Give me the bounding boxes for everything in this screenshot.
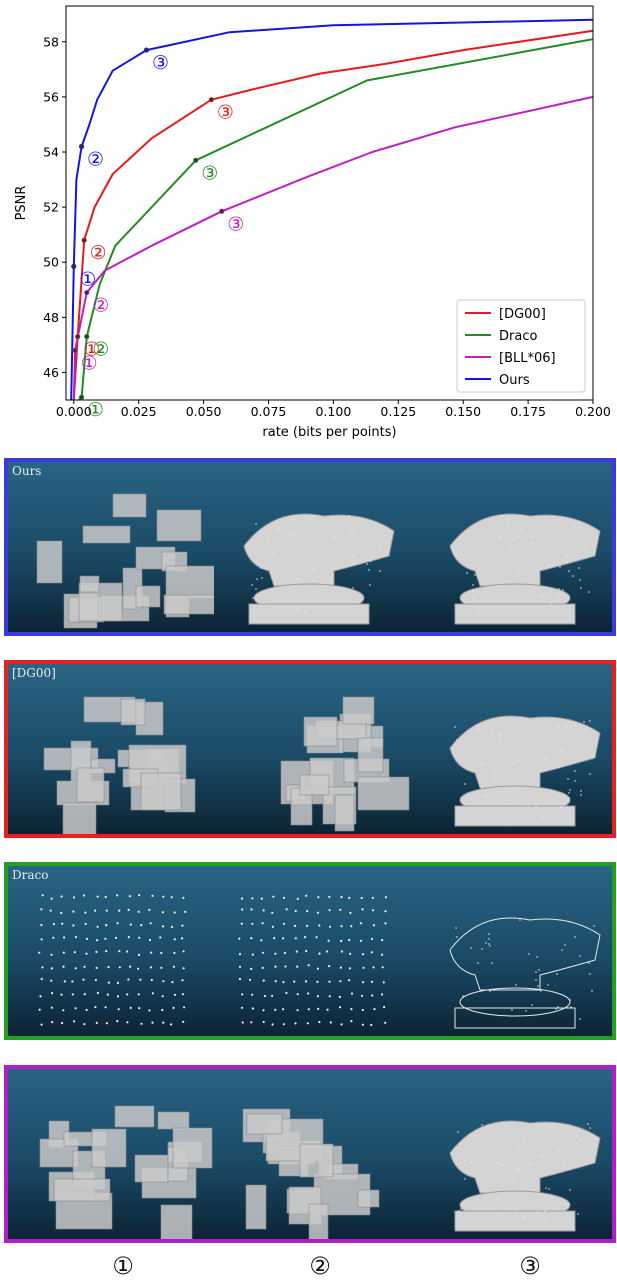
data-point-1-0	[78, 394, 85, 400]
marker-label-2-0: ①	[81, 352, 98, 374]
column-label-2: ②	[309, 1252, 331, 1280]
x-tick-label-8: 0.200	[575, 404, 611, 419]
data-point-3-0	[71, 263, 77, 269]
marker-label-3-0: ①	[79, 268, 96, 290]
column-label-1: ①	[112, 1252, 134, 1280]
x-tick-label-4: 0.100	[315, 404, 351, 419]
reconstruction-image-1	[14, 1083, 214, 1239]
marker-label-0-1: ②	[90, 242, 107, 264]
panel-1: Ours	[4, 458, 616, 636]
reconstruction-image-2	[214, 678, 414, 834]
data-point-0-1	[81, 237, 87, 243]
y-tick-label-4: 54	[43, 145, 59, 160]
y-tick-label-2: 50	[43, 255, 59, 270]
x-tick-label-6: 0.150	[445, 404, 481, 419]
y-axis-label: PSNR	[14, 186, 29, 221]
series-line-1	[78, 38, 594, 401]
reconstruction-image-3	[420, 1083, 612, 1239]
reconstruction-image-3	[420, 880, 612, 1036]
column-label-3: ③	[519, 1252, 541, 1280]
reconstruction-image-1	[14, 678, 214, 834]
y-tick-label-0: 46	[43, 365, 59, 380]
data-point-1-2	[193, 157, 199, 163]
reconstruction-image-2	[214, 880, 414, 1036]
data-point-2-0	[72, 347, 78, 354]
data-point-3-1	[78, 143, 85, 150]
marker-label-0-2: ③	[217, 102, 234, 124]
legend-box	[456, 299, 586, 393]
plot-frame	[65, 5, 594, 401]
y-tick-label-1: 48	[43, 310, 59, 325]
x-axis-label: rate (bits per points)	[262, 425, 396, 440]
data-point-1-1	[84, 334, 90, 340]
marker-label-0-0: ①	[83, 339, 100, 361]
marker-label-3-1: ②	[87, 149, 104, 171]
series-line-3	[70, 18, 594, 401]
x-tick-label-3: 0.075	[251, 404, 287, 419]
data-point-3-2	[143, 47, 150, 53]
reconstruction-image-2	[214, 476, 414, 632]
panel-label: Draco	[12, 868, 49, 882]
data-point-0-0	[75, 334, 81, 340]
y-tick-label-3: 52	[43, 200, 59, 215]
reconstruction-image-1	[14, 476, 221, 632]
reconstruction-image-3	[420, 476, 612, 632]
data-point-2-2	[219, 208, 225, 214]
marker-label-2-2: ③	[227, 213, 244, 235]
panel-label: [DG00]	[12, 666, 56, 680]
marker-label-3-2: ③	[152, 52, 169, 74]
series-line-0	[72, 29, 594, 401]
legend-entry-2: [BLL*06]	[499, 351, 556, 366]
marker-label-2-1: ②	[92, 295, 109, 317]
data-point-0-2	[208, 97, 214, 103]
reconstruction-image-2	[214, 1083, 414, 1239]
legend-entry-3: Ours	[499, 373, 530, 388]
y-tick-label-6: 58	[43, 34, 59, 49]
marker-label-1-2: ③	[201, 162, 218, 184]
x-tick-label-0: 0.000	[56, 404, 92, 419]
legend-entry-1: Draco	[499, 329, 537, 344]
panel-3: Draco	[4, 862, 616, 1040]
panel-2: [DG00]	[4, 660, 616, 838]
legend-entry-0: [DG00]	[499, 307, 546, 322]
panel-4	[4, 1065, 616, 1243]
x-tick-label-7: 0.175	[510, 404, 546, 419]
panel-label: Ours	[12, 464, 42, 478]
x-tick-label-2: 0.050	[186, 404, 222, 419]
marker-label-1-1: ②	[92, 339, 109, 361]
x-tick-label-5: 0.125	[380, 404, 416, 419]
data-point-2-1	[84, 289, 90, 296]
y-tick-label-5: 56	[43, 89, 59, 104]
reconstruction-image-1	[14, 880, 214, 1036]
x-tick-label-1: 0.025	[121, 404, 157, 419]
reconstruction-image-3	[420, 678, 612, 834]
marker-label-1-0: ①	[87, 399, 104, 421]
